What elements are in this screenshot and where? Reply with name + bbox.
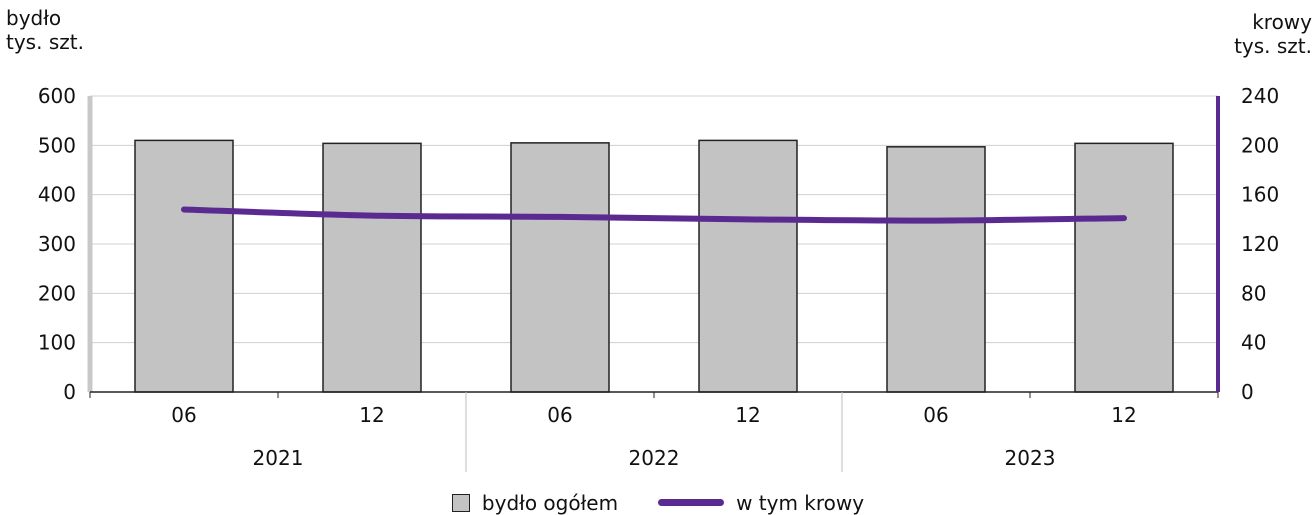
right-tick-label: 240: [1241, 84, 1279, 108]
line-series-krowy: [181, 206, 1127, 224]
x-tick-label: 06: [547, 403, 572, 427]
legend-bar-label: bydło ogółem: [481, 490, 619, 515]
bar: [698, 139, 798, 393]
left-tick-label: 500: [38, 133, 76, 157]
right-axis-title-line2: tys. szt.: [1234, 34, 1312, 58]
x-tick-label: 12: [735, 403, 760, 427]
legend: bydło ogółem w tym krowy: [0, 490, 1316, 515]
left-tick-label: 0: [63, 380, 76, 404]
right-tick-label: 120: [1241, 232, 1279, 256]
right-axis-title: krowy tys. szt.: [1234, 10, 1312, 58]
right-tick-label: 0: [1241, 380, 1254, 404]
left-tick-label: 200: [38, 281, 76, 305]
bar: [1074, 142, 1174, 393]
x-tick-label: 12: [1111, 403, 1136, 427]
bar: [322, 142, 422, 393]
left-axis-title-line2: tys. szt.: [6, 30, 84, 54]
left-tick-label: 400: [38, 183, 76, 207]
left-axis-title: bydło tys. szt.: [6, 6, 84, 54]
legend-line-swatch: [658, 499, 725, 506]
right-tick-label: 160: [1241, 183, 1279, 207]
left-tick-label: 100: [38, 331, 76, 355]
x-tick-label: 12: [359, 403, 384, 427]
right-tick-label: 200: [1241, 133, 1279, 157]
bar: [886, 146, 986, 393]
right-axis-title-line1: krowy: [1252, 10, 1312, 34]
chart: 0 100 200 300 400 500 600 0 40 80 120 160 200 240 06 12…: [38, 84, 1279, 472]
group-label: 2022: [629, 446, 680, 470]
x-tick-label: 06: [923, 403, 948, 427]
left-tick-label: 600: [38, 84, 76, 108]
legend-line-label: w tym krowy: [736, 490, 865, 515]
legend-item-bars: bydło ogółem: [451, 490, 619, 515]
right-tick-label: 40: [1241, 331, 1266, 355]
group-label: 2023: [1005, 446, 1056, 470]
group-label: 2021: [253, 446, 304, 470]
left-tick-label: 300: [38, 232, 76, 256]
x-tick-label: 06: [171, 403, 196, 427]
bar: [510, 142, 610, 393]
left-axis-title-line1: bydło: [6, 6, 62, 30]
right-tick-label: 80: [1241, 281, 1266, 305]
legend-item-line: w tym krowy: [658, 491, 864, 515]
legend-bar-swatch: [451, 493, 470, 512]
bar: [134, 139, 234, 393]
